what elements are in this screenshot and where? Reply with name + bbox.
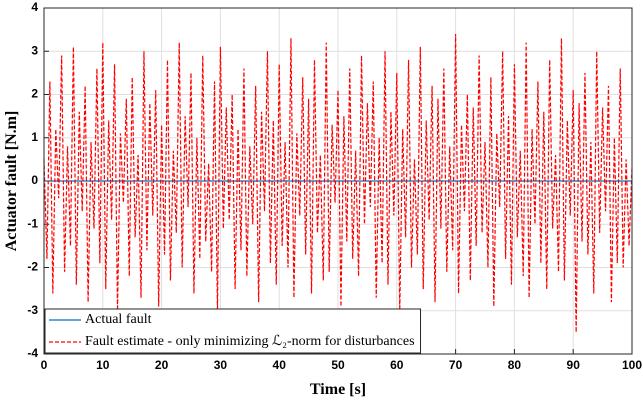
y-tick-label: -4 [27, 346, 38, 360]
y-tick-label: -2 [27, 260, 38, 274]
x-tick-label: 20 [155, 358, 169, 372]
y-tick-label: 3 [31, 43, 38, 57]
legend-label: Fault estimate - only minimizing ℒ₂-norm… [85, 334, 415, 349]
plot-frame [43, 7, 633, 355]
series-line [43, 33, 633, 333]
x-axis-label: Time [s] [310, 381, 366, 398]
x-tick-label: 90 [567, 358, 581, 372]
x-tick-label: 10 [96, 358, 110, 372]
y-tick-label: 2 [31, 87, 38, 101]
x-tick-label: 0 [41, 358, 48, 372]
y-tick-label: -1 [27, 216, 38, 230]
legend: Actual fault Fault estimate - only minimi… [44, 308, 422, 354]
y-tick-label: 4 [31, 0, 38, 14]
x-tick-label: 50 [331, 358, 345, 372]
x-tick-label: 100 [622, 358, 642, 372]
x-tick-label: 30 [214, 358, 228, 372]
y-axis-label: Actuator fault [N.m] [3, 111, 20, 252]
x-tick-label: 70 [449, 358, 463, 372]
legend-label: Actual fault [85, 312, 152, 327]
x-tick-label: 40 [273, 358, 287, 372]
legend-box [44, 308, 422, 354]
y-tick-label: -3 [27, 303, 38, 317]
y-tick-label: 0 [31, 173, 38, 187]
x-tick-label: 60 [390, 358, 404, 372]
x-tick-label: 80 [508, 358, 522, 372]
y-tick-label: 1 [31, 130, 38, 144]
